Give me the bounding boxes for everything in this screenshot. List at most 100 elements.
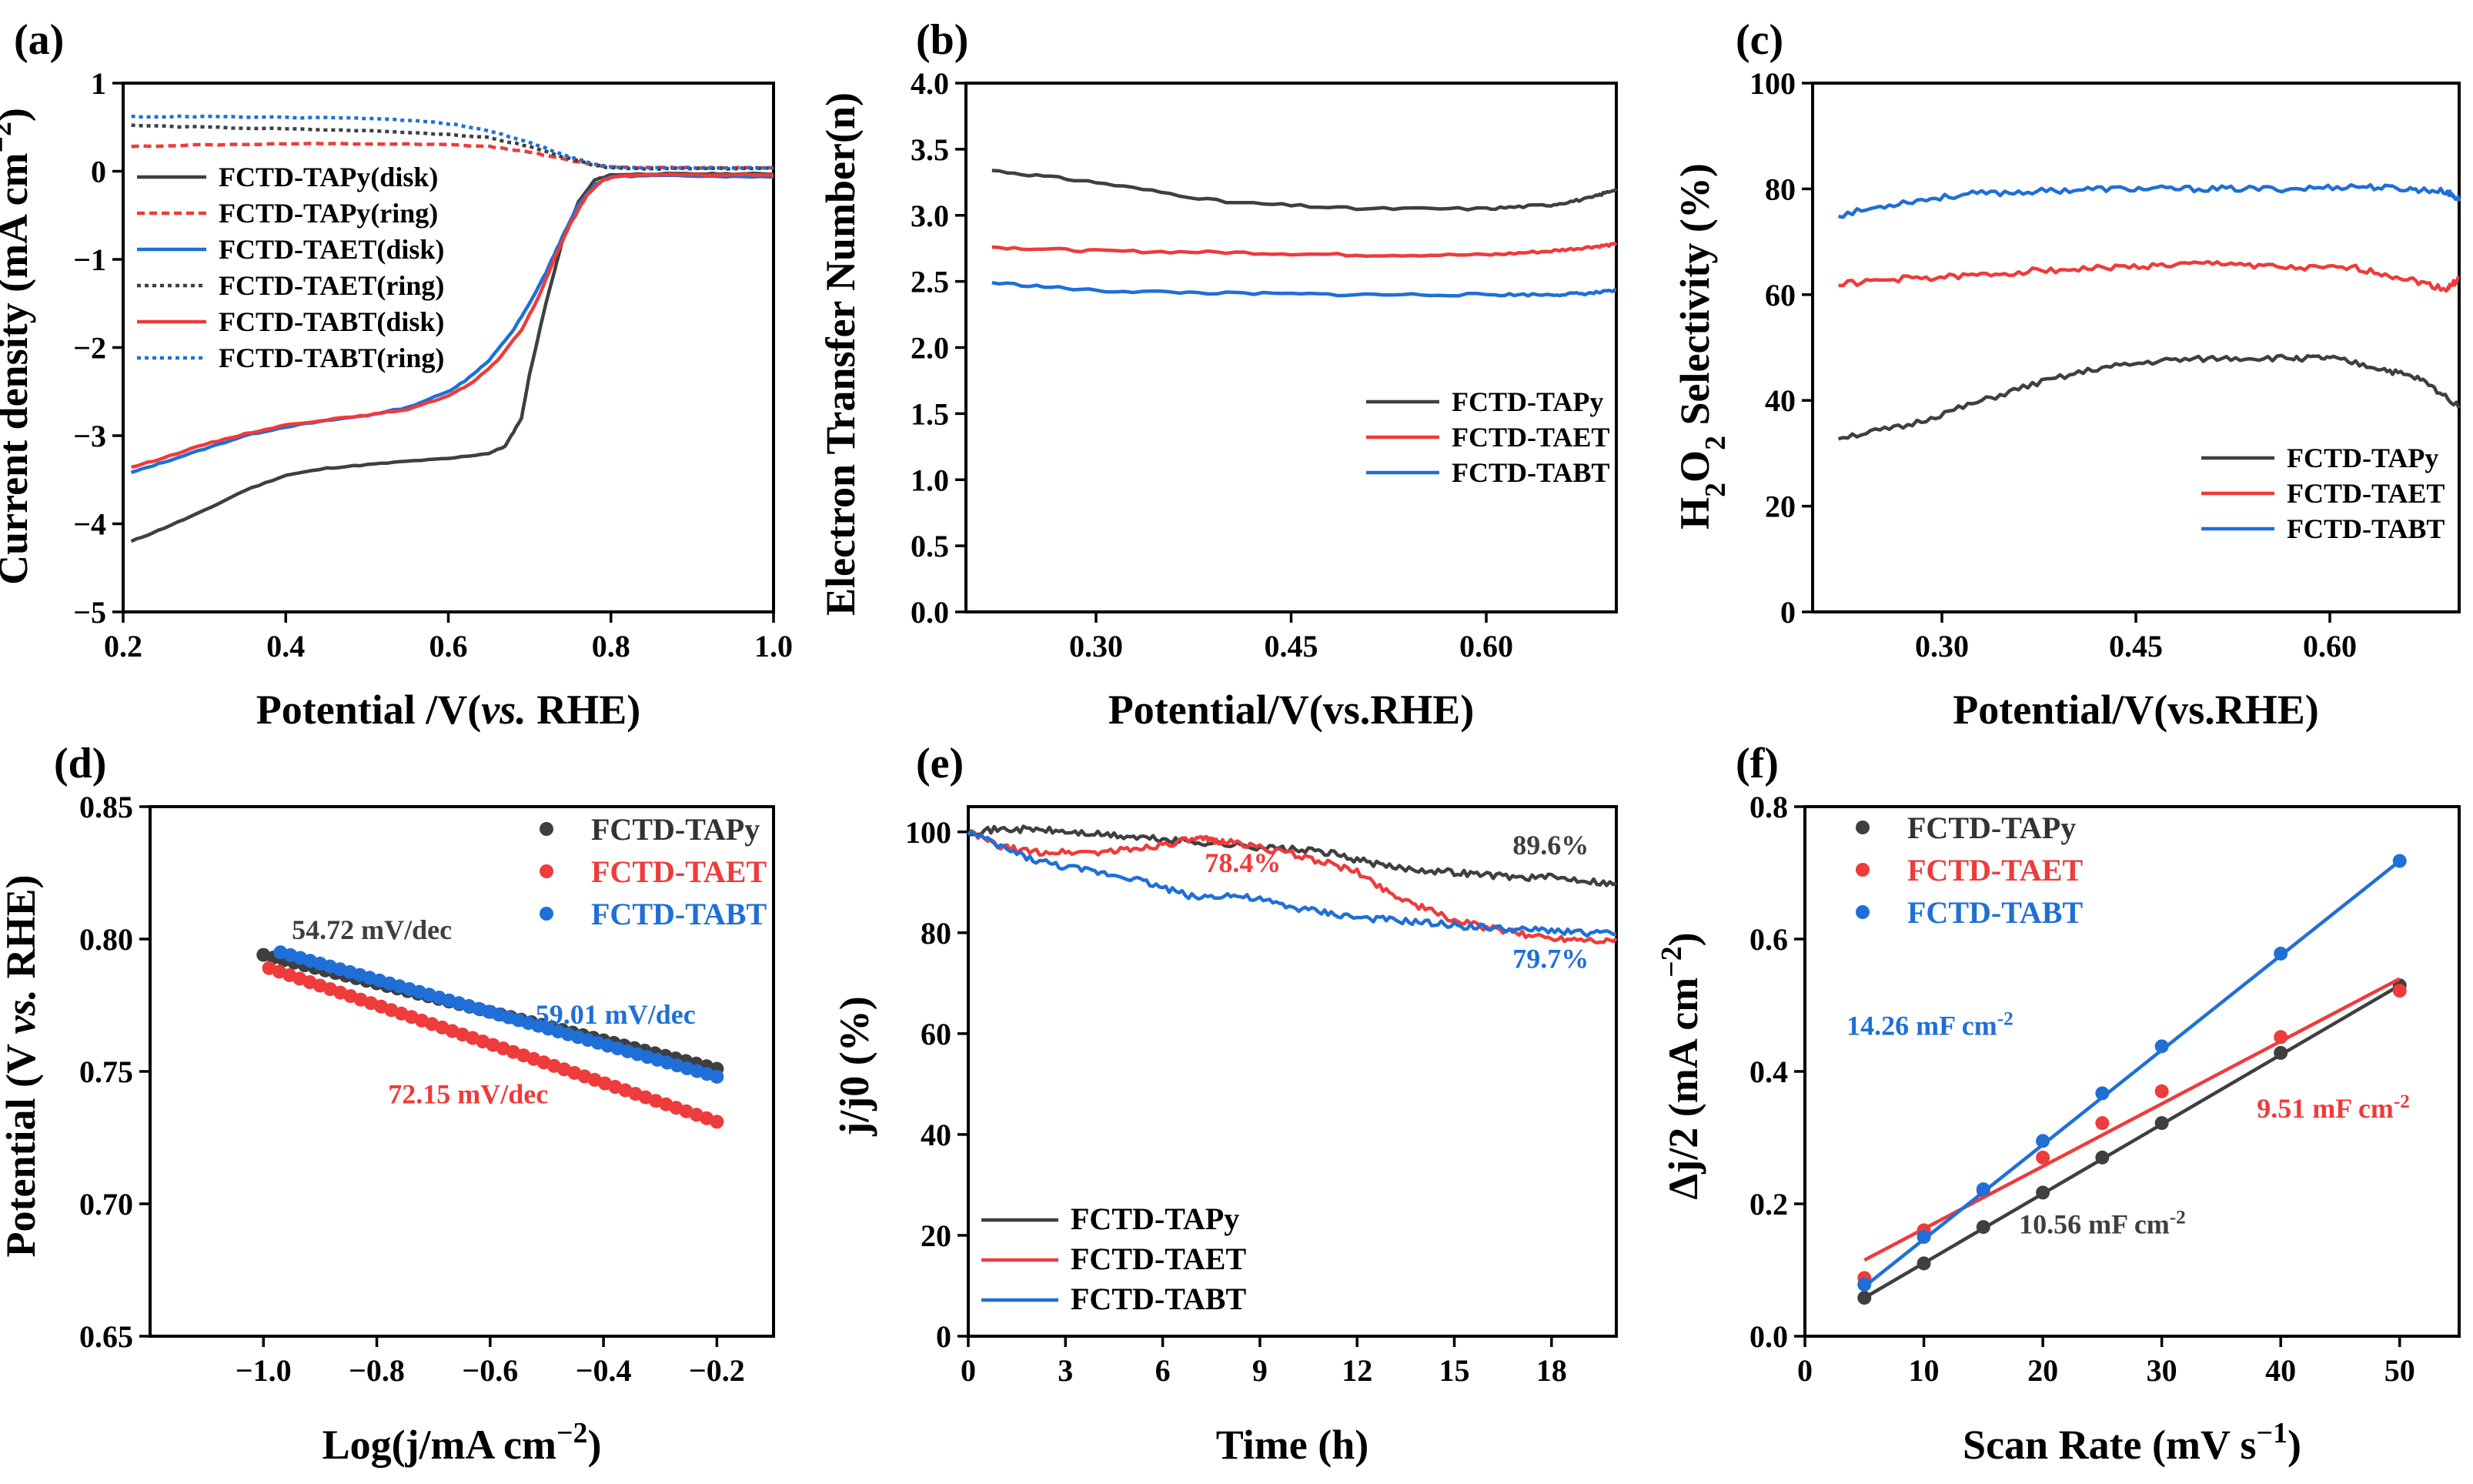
panel-f: 0 10 20 30 40 50 0.0 0.2 0.4 0.6 0.8(f) Scan Rate (… <box>1656 740 2461 1468</box>
y-tick-label: 0.70 <box>79 1187 133 1222</box>
y-tick-label: 0.75 <box>79 1055 133 1089</box>
y-tick-label: 2.5 <box>911 265 949 299</box>
legend-label: FCTD-TABT(ring) <box>219 343 444 373</box>
slope-label: 72.15 mV/dec <box>388 1078 548 1109</box>
data-point <box>1976 1220 1990 1235</box>
fit-line <box>1863 984 2401 1300</box>
retention-label: 79.7% <box>1512 944 1589 974</box>
retention-label: 78.4% <box>1205 847 1281 878</box>
legend-label: FCTD-TABT <box>2287 513 2445 544</box>
y-tick-label: 100 <box>1749 66 1796 101</box>
data-point <box>2274 946 2288 961</box>
y-tick-label: 1.5 <box>911 396 949 431</box>
y-tick-label: 0.5 <box>911 529 949 563</box>
series-line <box>131 172 774 470</box>
x-axis-title: Time (h) <box>1216 1422 1369 1468</box>
panel-label: (b) <box>916 16 968 64</box>
y-tick-label: 20 <box>921 1218 951 1253</box>
x-tick-label: 0.6 <box>429 629 468 663</box>
capacitance-label: 14.26 mF cm-2 <box>1846 1008 2013 1041</box>
x-axis-title: Potential/V(vs.RHE) <box>1953 687 2318 733</box>
x-tick-label: 3 <box>1058 1353 1073 1388</box>
legend-label: FCTD-TAET <box>1452 422 1609 453</box>
y-tick-label: 0.0 <box>1749 1319 1788 1354</box>
data-point <box>710 1069 724 1084</box>
x-axis-title: Log(j/mA cm−2) <box>322 1417 602 1468</box>
x-tick-label: 0 <box>1797 1353 1813 1388</box>
legend-marker <box>1856 863 1870 877</box>
data-point <box>2095 1150 2110 1165</box>
x-tick-label: 6 <box>1155 1353 1171 1388</box>
y-tick-label: −4 <box>73 507 106 542</box>
y-tick-label: 4.0 <box>911 66 949 101</box>
series-line <box>967 829 1618 945</box>
series-line <box>967 830 1617 938</box>
x-tick-label: 15 <box>1439 1353 1470 1388</box>
x-tick-label: 40 <box>2265 1353 2296 1388</box>
legend-label: FCTD-TABT(disk) <box>219 306 444 337</box>
y-tick-label: 60 <box>1765 278 1796 313</box>
data-point <box>1976 1182 1990 1197</box>
fit-line <box>1863 859 2401 1288</box>
data-point <box>2274 1045 2288 1060</box>
panel-label: (c) <box>1736 16 1783 64</box>
panel-label: (e) <box>916 740 964 787</box>
y-tick-label: 0 <box>91 155 106 189</box>
data-point <box>2036 1150 2050 1165</box>
legend-label: FCTD-TAPy <box>1452 386 1603 417</box>
y-axis-title: Potential (V vs. RHE) <box>0 875 44 1258</box>
legend-label: FCTD-TAPy <box>1071 1202 1239 1236</box>
y-tick-label: 80 <box>1765 172 1796 206</box>
x-axis-title: Scan Rate (mV s−1) <box>1963 1417 2301 1468</box>
y-tick-label: 2.0 <box>911 331 949 366</box>
data-point <box>2095 1086 2110 1101</box>
panel-d: −1.0 −0.8 −0.6 −0.4 −0.2 0.65 0.70 0.75 0.80 0.85… <box>0 740 775 1468</box>
y-tick-label: 0.85 <box>79 790 133 824</box>
x-tick-label: 1.0 <box>754 629 793 663</box>
y-axis-title: j/j0 (%) <box>831 996 877 1136</box>
x-tick-label: 0.45 <box>2109 629 2163 663</box>
y-tick-label: 60 <box>921 1017 951 1051</box>
data-point <box>2036 1134 2050 1148</box>
legend-marker <box>540 864 553 878</box>
fit-line <box>1863 977 2401 1262</box>
x-axis-title: Potential /V(vs. RHE) <box>256 687 640 733</box>
y-tick-label: 3.5 <box>911 132 949 167</box>
y-tick-label: 3.0 <box>911 199 949 233</box>
data-point <box>2095 1116 2110 1131</box>
panel-c: 0.30 0.45 0.60 0 20 40 60 80 100(c) Potential/V(v… <box>1672 16 2461 733</box>
legend-marker <box>1856 821 1870 834</box>
x-tick-label: 0.8 <box>592 629 630 663</box>
legend-marker <box>540 907 553 921</box>
data-point <box>2154 1039 2169 1054</box>
legend-label: FCTD-TABT <box>591 897 767 931</box>
y-tick-label: 0.0 <box>911 595 949 630</box>
data-point <box>1917 1256 1931 1271</box>
y-tick-label: 0 <box>1780 595 1796 630</box>
y-tick-label: 1.0 <box>911 463 949 497</box>
data-point <box>2036 1185 2050 1200</box>
y-tick-label: −2 <box>73 331 106 366</box>
data-point <box>1917 1230 1931 1244</box>
y-axis-title: H2O2 Selectivity (%) <box>1672 163 1732 530</box>
data-point <box>1857 1291 1872 1305</box>
y-tick-label: 0.6 <box>1749 922 1788 957</box>
x-tick-label: −0.4 <box>576 1353 632 1388</box>
plot-frame <box>964 82 1618 613</box>
y-tick-label: −5 <box>73 595 106 630</box>
y-tick-label: 100 <box>905 815 951 850</box>
x-tick-label: 0.60 <box>1459 629 1513 663</box>
legend-label: FCTD-TAPy(ring) <box>219 198 438 229</box>
data-point <box>2154 1084 2169 1098</box>
x-tick-label: 20 <box>2027 1353 2058 1388</box>
x-tick-label: −0.6 <box>462 1353 518 1388</box>
y-tick-label: 40 <box>1765 383 1796 418</box>
capacitance-label: 9.51 mF cm-2 <box>2257 1091 2410 1125</box>
y-tick-label: 40 <box>921 1118 951 1152</box>
legend-label: FCTD-TABT <box>1071 1282 1246 1316</box>
y-tick-label: 80 <box>921 916 951 951</box>
panel-label: (f) <box>1736 740 1779 787</box>
y-tick-label: 0.4 <box>1749 1055 1788 1089</box>
x-tick-label: 0.2 <box>104 629 142 663</box>
data-point <box>2392 854 2407 868</box>
